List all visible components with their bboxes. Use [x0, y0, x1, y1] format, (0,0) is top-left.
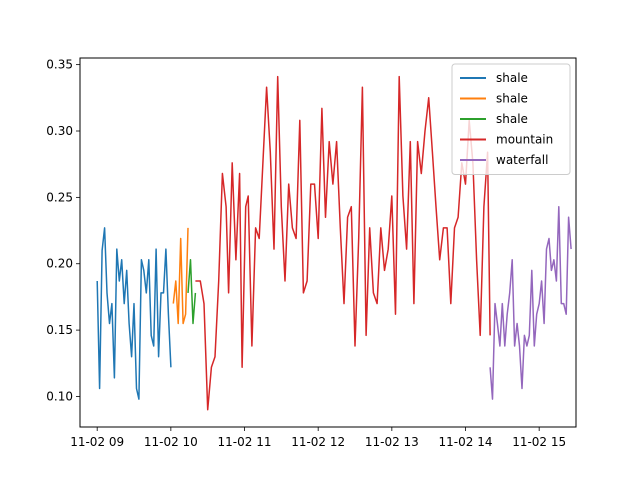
x-tick-label: 11-02 09 — [70, 435, 124, 449]
legend-label-5: waterfall — [496, 153, 548, 167]
x-tick-label: 11-02 12 — [291, 435, 345, 449]
plot-frame — [79, 57, 577, 428]
series-line-2-shale — [172, 227, 189, 325]
y-axis: 0.10 0.15 0.20 0.25 0.30 0.35 — [46, 58, 80, 403]
series-line-3-shale — [187, 259, 197, 325]
series-layer — [96, 75, 572, 411]
y-tick-label: 0.35 — [46, 58, 73, 72]
x-axis: 11-02 09 11-02 10 11-02 11 11-02 12 11-02 13… — [70, 427, 566, 449]
legend-label-4: mountain — [496, 133, 553, 147]
legend-label-2: shale — [496, 92, 528, 106]
y-tick-label: 0.10 — [46, 389, 73, 403]
y-tick-label: 0.25 — [46, 190, 73, 204]
x-tick-label: 11-02 13 — [365, 435, 419, 449]
y-tick-label: 0.30 — [46, 124, 73, 138]
series-line-4-mountain — [195, 75, 491, 411]
y-tick-label: 0.20 — [46, 257, 73, 271]
x-tick-label: 11-02 15 — [512, 435, 566, 449]
x-tick-label: 11-02 11 — [218, 435, 272, 449]
legend-label-1: shale — [496, 71, 528, 85]
series-line-1-shale — [96, 227, 172, 400]
legend-label-3: shale — [496, 112, 528, 126]
series-line-5-waterfall — [489, 205, 572, 400]
x-tick-label: 11-02 10 — [144, 435, 198, 449]
legend: shale shale shale mountain waterfall — [451, 63, 571, 175]
y-tick-label: 0.15 — [46, 323, 73, 337]
legend-box — [451, 63, 571, 175]
x-tick-label: 11-02 14 — [439, 435, 493, 449]
